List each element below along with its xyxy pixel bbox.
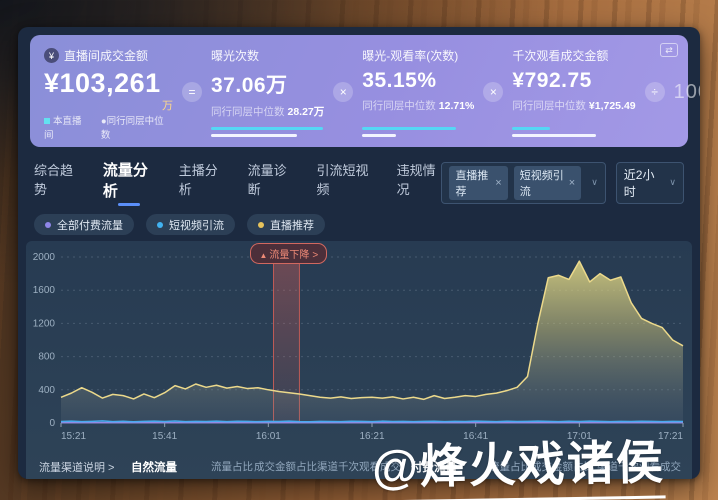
metric-card-gpm: 千次观看成交金额 ¥792.75 同行同层中位数 ¥1,725.49 (512, 47, 636, 137)
tab-traffic-diagnosis[interactable]: 流量诊断 (247, 163, 287, 197)
metric-title: 千次观看成交金额 (512, 49, 609, 63)
channel-multiselect[interactable]: 直播推荐 × 短视频引流 × ∨ (441, 161, 606, 204)
tab-traffic-analysis[interactable]: 流量分析 (103, 159, 155, 206)
divide-icon: ÷ (644, 82, 665, 102)
tab-short-video[interactable]: 引流短视频 (316, 163, 369, 197)
compare-bars (362, 127, 474, 137)
chevron-down-icon: ∨ (669, 177, 676, 187)
legend-chip-live-recommend[interactable]: 直播推荐 (247, 214, 325, 235)
paid-traffic-table: 付费流量 流量占比 成交金额占比 渠道千次观看成交 千川PC版 1.91% 6.… (411, 459, 681, 479)
group-header: 自然流量 (131, 462, 177, 474)
traffic-trend-chart[interactable]: ▲ 流量下降 > 0 400 800 1200 1600 2000 15:21 15:41 16:0… (29, 243, 689, 445)
time-range-select[interactable]: 近2小时 ∨ (615, 161, 684, 204)
svg-text:0: 0 (49, 418, 55, 429)
metric-legend: 本直播间 ●同行同层中位数 (44, 116, 164, 141)
self-bar (512, 127, 551, 130)
metric-value: ¥792.75 (512, 69, 592, 92)
metric-value: 35.15% (362, 69, 437, 92)
metric-title: 曝光-观看率(次数) (362, 49, 459, 63)
tab-violations[interactable]: 违规情况 (396, 163, 436, 197)
series-dot-icon (45, 221, 51, 228)
legend-chip-paid-traffic[interactable]: 全部付费流量 (34, 214, 134, 235)
metric-value: 37.06万 (211, 74, 288, 97)
traffic-drop-alert[interactable]: ▲ 流量下降 > (250, 243, 328, 264)
multiply-icon: × (333, 82, 354, 102)
svg-text:16:41: 16:41 (463, 431, 488, 442)
traffic-panel: ▲ 流量下降 > 0 400 800 1200 1600 2000 15:21 15:41 16:0… (26, 241, 692, 479)
channel-note-link[interactable]: 流量渠道说明 > (39, 462, 115, 474)
divisor-constant: 1000 (673, 80, 700, 103)
svg-text:16:21: 16:21 (359, 431, 384, 442)
compare-bars (512, 127, 635, 137)
metric-title: 曝光次数 (211, 49, 260, 63)
tab-overview[interactable]: 综合趋势 (34, 163, 74, 197)
chart-canvas[interactable]: 0 400 800 1200 1600 2000 15:21 15:41 16:01 16:21 1… (29, 245, 689, 445)
group-header: 付费流量 (411, 462, 457, 474)
peer-bar (211, 134, 297, 137)
filter-tag-live-recommend[interactable]: 直播推荐 × (449, 165, 508, 200)
analytics-dashboard: ¥ 直播间成交金额 ¥103,261 万 本直播间 ●同行同层中位数 = 曝光次… (18, 27, 700, 479)
tab-host-analysis[interactable]: 主播分析 (178, 163, 218, 197)
series-dot-icon (157, 221, 163, 228)
metric-unit: 万 (162, 100, 173, 112)
yuan-coin-icon: ¥ (44, 48, 59, 63)
svg-text:800: 800 (38, 352, 55, 363)
metric-value: ¥103,261 (44, 68, 161, 98)
compare-bars (211, 127, 324, 137)
chevron-down-icon: ∨ (591, 177, 598, 187)
close-icon[interactable]: × (568, 176, 576, 189)
svg-text:400: 400 (38, 385, 55, 396)
svg-text:1200: 1200 (33, 318, 56, 329)
metric-card-gmv: ¥ 直播间成交金额 ¥103,261 万 本直播间 ●同行同层中位数 (44, 47, 173, 141)
gmv-formula-card: ¥ 直播间成交金额 ¥103,261 万 本直播间 ●同行同层中位数 = 曝光次… (30, 35, 700, 147)
svg-text:2000: 2000 (33, 252, 56, 263)
tab-bar: 综合趋势 流量分析 主播分析 流量诊断 引流短视频 违规情况 直播推荐 × 短视频… (34, 159, 684, 206)
self-room-dot-icon (44, 118, 50, 124)
svg-text:1600: 1600 (33, 285, 56, 296)
peer-bar (512, 134, 597, 137)
multiply-icon: × (483, 82, 504, 102)
svg-text:15:21: 15:21 (61, 431, 86, 442)
self-bar (211, 127, 323, 130)
close-icon[interactable]: × (495, 176, 502, 189)
svg-text:15:41: 15:41 (152, 431, 177, 442)
svg-text:17:21: 17:21 (658, 431, 683, 442)
self-bar (362, 127, 457, 130)
svg-text:17:01: 17:01 (567, 431, 592, 442)
warning-icon: ▲ (259, 251, 268, 260)
swap-view-icon[interactable]: ⇄ (660, 43, 678, 57)
photo-watermark: @烽火戏诸侯 (371, 423, 666, 500)
series-legend: 全部付费流量 短视频引流 直播推荐 (34, 214, 684, 235)
filter-tag-short-video[interactable]: 短视频引流 × (513, 165, 582, 200)
svg-text:16:01: 16:01 (256, 431, 281, 442)
natural-traffic-table: 自然流量 流量占比 成交金额占比 渠道千次观看成交 直播推荐 85.07% 72… (131, 459, 401, 479)
peer-bar (362, 134, 397, 137)
metric-card-exposure: 曝光次数 37.06万 同行同层中位数 28.27万 (211, 47, 324, 137)
equals-icon: = (182, 82, 202, 102)
arrow-right-icon: > (312, 250, 319, 261)
metric-title: 直播间成交金额 (64, 49, 149, 63)
legend-chip-short-video[interactable]: 短视频引流 (146, 214, 235, 235)
channel-breakdown-table: 流量渠道说明 > 自然流量 流量占比 成交金额占比 渠道千次观看成交 直播推荐 … (29, 445, 689, 479)
metric-card-view-rate: 曝光-观看率(次数) 35.15% 同行同层中位数 12.71% (362, 47, 474, 137)
series-dot-icon (258, 221, 264, 228)
